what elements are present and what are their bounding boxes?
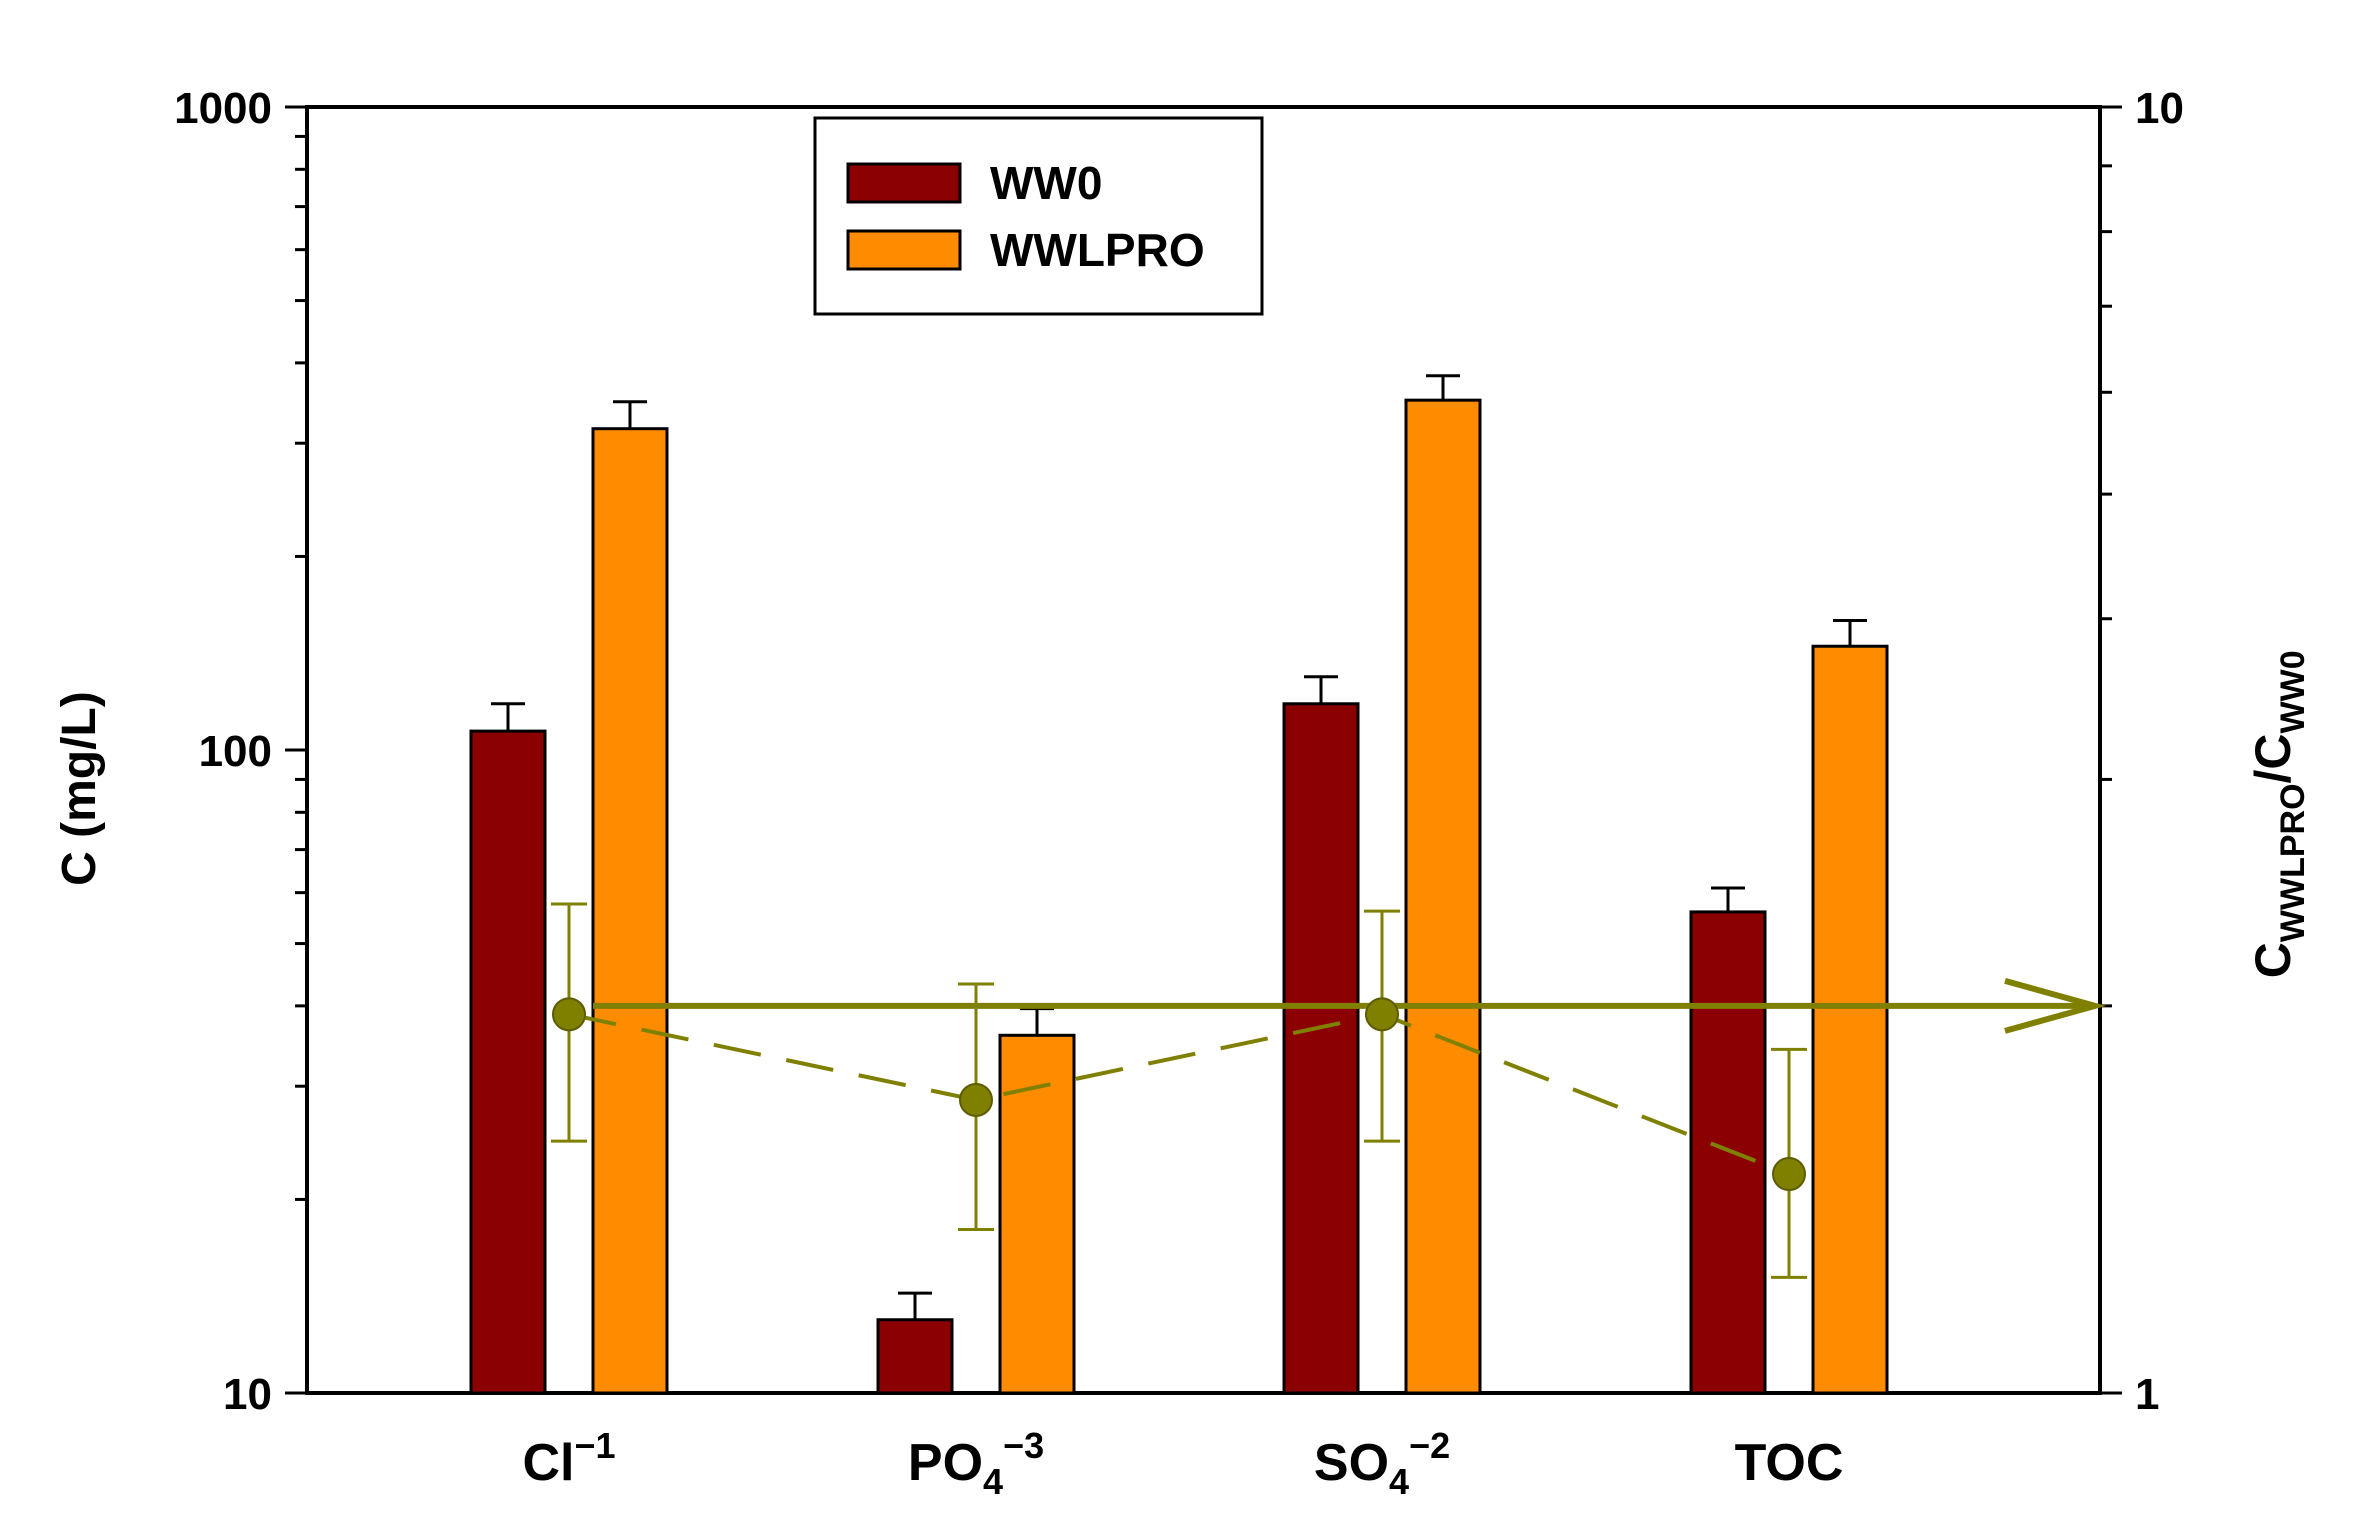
ratio-dashed-line [568, 1012, 1790, 1176]
y-axis-right-title-part: /C [2245, 733, 2301, 783]
x-tick-label-base: Cl [522, 1434, 574, 1492]
right-tick-label: 1 [2135, 1370, 2159, 1419]
right-tick-label: 10 [2135, 84, 2184, 133]
x-tick-label: PO4−3 [908, 1425, 1044, 1502]
x-tick-label-sub: 4 [1389, 1461, 1409, 1502]
reference-arrowhead [2004, 977, 2107, 1034]
y-axis-right-title-part: WWLPRO [2274, 783, 2312, 942]
bar-wwlpro-toc [1811, 644, 1889, 1395]
legend-label-ww0: WW0 [990, 157, 1102, 209]
ratio-point-cl [552, 997, 586, 1032]
x-tick-label-sub: 4 [983, 1461, 1003, 1502]
x-tick-label-base: TOC [1735, 1434, 1844, 1492]
x-tick-label-sup: −1 [574, 1425, 615, 1466]
y-axis-left-title: C (mg/L) [53, 691, 106, 886]
bar-ww0-cl [469, 729, 547, 1395]
ratio-point-so4 [1365, 997, 1399, 1032]
bar-wwlpro-po4 [998, 1033, 1076, 1395]
legend-box [813, 116, 1264, 316]
x-tick-label: TOC [1735, 1434, 1844, 1492]
x-tick-label-sup: −2 [1409, 1425, 1450, 1466]
legend-label-wwlpro: WWLPRO [990, 224, 1205, 276]
y-axis-right-title-part: WW0 [2274, 650, 2312, 733]
x-tick-label: Cl−1 [522, 1425, 615, 1492]
y-axis-right-title: CWWLPRO/CWW0 [2245, 650, 2312, 978]
x-tick-label: SO4−2 [1314, 1425, 1450, 1502]
legend-swatch-ww0 [846, 162, 962, 204]
x-tick-label-base: SO [1314, 1434, 1389, 1492]
y-axis-right-title-part: C [2245, 942, 2301, 978]
left-tick-label: 10 [223, 1370, 272, 1419]
ratio-point-toc [1772, 1157, 1806, 1192]
left-tick-label: 100 [199, 727, 272, 776]
x-tick-label-sup: −3 [1003, 1425, 1044, 1466]
bar-ww0-toc [1689, 910, 1767, 1395]
ratio-point-po4 [959, 1082, 993, 1117]
bar-ww0-po4 [876, 1318, 954, 1395]
bar-ww0-so4 [1282, 702, 1360, 1395]
left-tick-label: 1000 [174, 84, 272, 133]
x-tick-label-base: PO [908, 1434, 983, 1492]
bar-wwlpro-so4 [1404, 398, 1482, 1395]
bar-wwlpro-cl [591, 427, 669, 1395]
legend-swatch-wwlpro [846, 229, 962, 271]
